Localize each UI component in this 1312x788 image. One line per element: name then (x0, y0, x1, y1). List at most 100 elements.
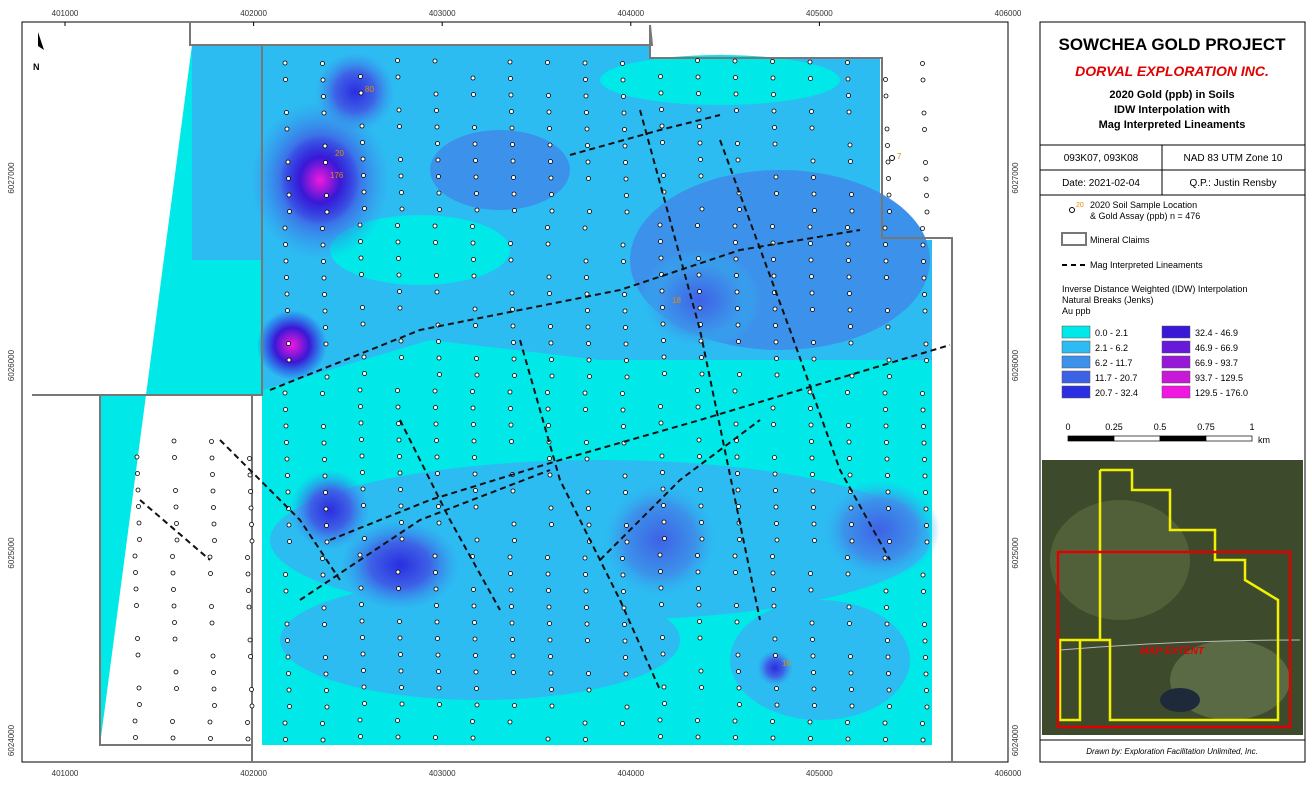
sample-dot (661, 636, 665, 640)
sample-dot (437, 686, 441, 690)
sample-dot (659, 735, 663, 739)
sample-dot (585, 606, 589, 610)
sample-dot (509, 572, 513, 576)
sample-dot (587, 177, 591, 181)
sample-dot (359, 91, 363, 95)
sample-dot (697, 92, 701, 96)
inset-label: MAP EXTENT (1140, 646, 1205, 657)
sample-dot (847, 440, 851, 444)
sample-dot (733, 224, 737, 228)
sample-dot (883, 391, 887, 395)
sample-dot (435, 620, 439, 624)
sample-dot (624, 161, 628, 165)
north-label: N (33, 62, 40, 72)
legend-sample-value: 20 (1076, 202, 1084, 209)
sample-dot (173, 637, 177, 641)
sample-dot (363, 702, 367, 706)
sample-dot (399, 653, 403, 657)
sample-dot (550, 523, 554, 527)
sample-dot (323, 293, 327, 297)
sample-dot (738, 208, 742, 212)
sample-dot (923, 293, 927, 297)
sample-dot (400, 356, 404, 360)
idw-zone (257, 310, 327, 380)
sample-dot (659, 256, 663, 260)
scale-label: 0.5 (1154, 422, 1167, 432)
sample-dot (209, 572, 213, 576)
sample-dot (284, 78, 288, 82)
sample-dot (174, 505, 178, 509)
sample-dot (397, 438, 401, 442)
sample-dot (361, 322, 365, 326)
sample-dot (550, 209, 554, 213)
sample-dot (137, 505, 141, 509)
idw-zone (640, 250, 760, 350)
sample-dot (474, 489, 478, 493)
sample-dot (586, 325, 590, 329)
sample-dot (362, 355, 366, 359)
sample-dot (698, 636, 702, 640)
sample-dot (434, 571, 438, 575)
sample-dot (922, 425, 926, 429)
sample-dot (662, 355, 666, 359)
sample-dot (133, 719, 137, 723)
sample-dot (248, 473, 252, 477)
x-coordinate: 404000 (617, 769, 644, 778)
y-coordinate: 6026000 (7, 349, 16, 381)
sample-dot (924, 342, 928, 346)
sample-dot (172, 439, 176, 443)
sample-dot (359, 421, 363, 425)
sample-dot (437, 356, 441, 360)
sample-dot (621, 78, 625, 82)
sample-dot (809, 737, 813, 741)
sample-dot (398, 471, 402, 475)
sample-dot (850, 193, 854, 197)
sample-dot (547, 110, 551, 114)
sample-dot (584, 738, 588, 742)
sample-dot (622, 111, 626, 115)
sample-dot (325, 375, 329, 379)
y-coordinate: 6027000 (7, 162, 16, 194)
sample-dot (661, 141, 665, 145)
sample-dot (212, 522, 216, 526)
sample-dot (513, 704, 517, 708)
sample-dot (284, 573, 288, 577)
sample-dot (513, 209, 517, 213)
sample-dot (885, 276, 889, 280)
sample-dot (323, 309, 327, 313)
sample-dot (472, 274, 476, 278)
sample-dot (283, 226, 287, 230)
sample-dot (475, 373, 479, 377)
sample-dot (700, 207, 704, 211)
sample-dot (736, 323, 740, 327)
sample-dot (137, 521, 141, 525)
sample-dot (321, 722, 325, 726)
sample-dot (774, 175, 778, 179)
sample-dot (287, 193, 291, 197)
sample-dot (358, 388, 362, 392)
sample-dot (438, 373, 442, 377)
sample-dot (846, 242, 850, 246)
sample-dot (322, 441, 326, 445)
sample-dot (735, 274, 739, 278)
sample-dot (700, 356, 704, 360)
sample-dot (884, 94, 888, 98)
sample-dot (249, 506, 253, 510)
sample-dot (471, 736, 475, 740)
sample-dot (362, 190, 366, 194)
subtitle: IDW Interpolation with (1114, 104, 1230, 116)
sample-dot (736, 472, 740, 476)
sample-dot (658, 223, 662, 227)
sample-dot (848, 292, 852, 296)
sample-dot (775, 687, 779, 691)
sample-dot (286, 160, 290, 164)
sample-dot (921, 408, 925, 412)
sample-dot (623, 128, 627, 132)
sample-dot (171, 720, 175, 724)
sample-dot (546, 61, 550, 65)
sample-dot (512, 671, 516, 675)
sample-dot (774, 489, 778, 493)
sample-dot (435, 274, 439, 278)
sample-dot (586, 160, 590, 164)
sample-dot (661, 652, 665, 656)
